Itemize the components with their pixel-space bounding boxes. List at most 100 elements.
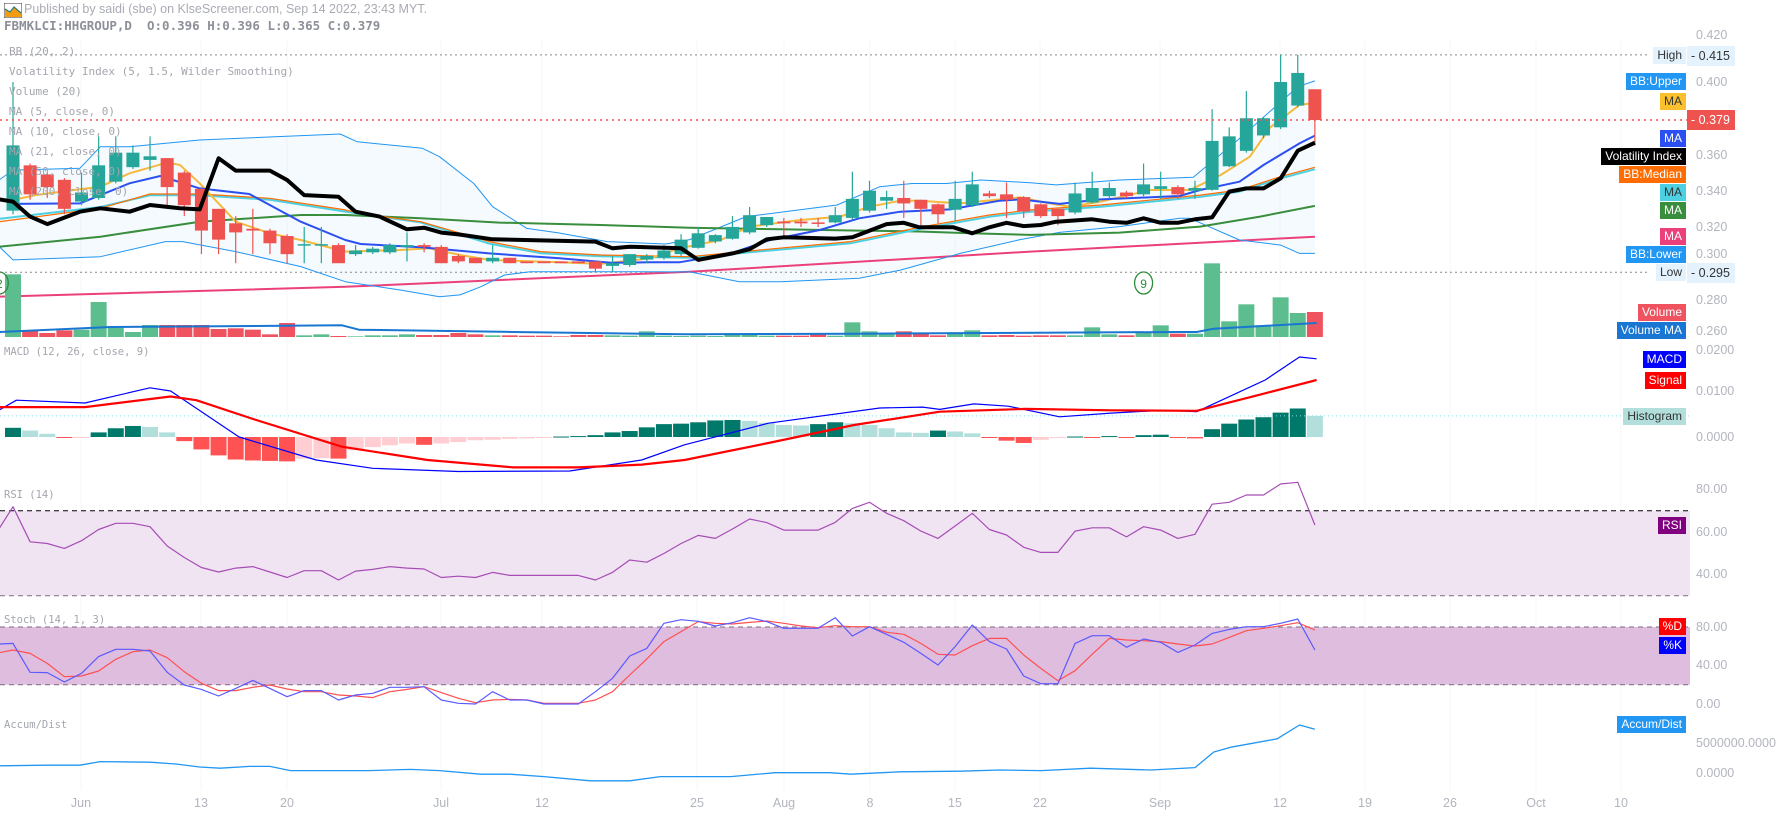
candle-body [743,215,757,233]
macd-histogram-bar [655,424,672,437]
macd-histogram-bar [878,428,895,437]
volume-bar [22,330,39,337]
x-axis-tick: 19 [1358,796,1372,810]
high-value-text: 0.415 [1698,49,1730,63]
candle-body [1171,187,1185,195]
candle-body [657,250,671,258]
volume-bar [107,327,124,337]
stoch-d-line [0,620,1316,704]
candle-body [948,198,962,210]
legend-ma21[interactable]: MA (21, close, 0) [9,145,122,158]
symbol-name: FBMKLCI:HHGROUP,D [4,18,132,33]
legend-bb[interactable]: BB (20, 2) [9,45,76,58]
volume-bar [330,336,347,337]
accum-dist-line [0,724,1316,782]
macd-histogram-bar [1204,429,1221,437]
candle-body [931,204,945,215]
signal-marker-number: 2 [0,277,3,291]
candle-body [1256,118,1270,136]
series-label-ma: MA [1660,202,1686,219]
volume-bar [844,322,861,337]
bb-median-line [0,166,1316,258]
candle-body [1291,72,1305,106]
legend-ma10[interactable]: MA (10, close, 0) [9,125,122,138]
close-value: C:0.379 [327,18,381,33]
volume-bar [1238,304,1255,337]
candle-body [1188,188,1202,191]
series-label-volume: Volume [1637,304,1686,321]
macd-histogram-bar [947,431,964,437]
volume-bar [775,335,792,337]
price-tick: 0.340 [1696,184,1728,198]
candle-body [845,198,859,218]
legend-ma5[interactable]: MA (5, close, 0) [9,105,115,118]
candle-body [434,246,448,264]
macd-histogram-bar [1169,437,1186,438]
candle-body [554,261,568,264]
volume-bar [227,328,244,337]
candle-body [571,261,585,264]
macd-histogram-bar [1255,417,1272,437]
legend-ma200[interactable]: MA (200, close, 0) [9,185,129,198]
candle-body [725,226,739,239]
macd-histogram-bar [1067,436,1084,438]
macd-histogram-bar [1306,415,1323,437]
macd-histogram-bar [861,425,878,437]
macd-histogram-bar [964,433,981,437]
signal-marker-number: 9 [1140,277,1147,291]
candle-body [263,230,277,244]
candle-body [640,255,654,260]
rsi-pane-title[interactable]: RSI (14) [4,489,55,501]
candle-body [623,254,637,266]
volume-bar [707,336,724,337]
macd-histogram-bar [724,419,741,437]
price-tick: 0.420 [1696,28,1728,42]
volume-bar [792,335,809,337]
candle-body [297,244,311,246]
volume-bar [210,329,227,337]
macd-histogram-bar [279,437,296,462]
signal-marker-circle [1133,271,1154,295]
volume-bar [1135,333,1152,337]
volume-bar [553,336,570,337]
macd-histogram-bar [159,432,176,437]
candle-body [1085,188,1099,203]
stoch-k-line [0,617,1316,705]
candle-body [520,261,534,264]
macd-histogram-bar [707,420,724,437]
legend-volume[interactable]: Volume (20) [9,85,82,98]
volume-bar [347,336,364,337]
stoch-pane-title[interactable]: Stoch (14, 1, 3) [4,614,106,626]
last-price-label: - 0.379 [1687,110,1735,130]
candle-body [606,263,620,266]
macd-tick: 0.0000 [1696,430,1735,444]
volume-bar [1255,325,1272,337]
ad-pane-title[interactable]: Accum/Dist [4,719,68,731]
x-axis-tick: 13 [194,796,208,810]
stoch-tick: 0.00 [1696,697,1721,711]
rsi-tick: 80.00 [1696,482,1728,496]
ma21-line [0,168,1316,259]
macd-histogram-bar [296,437,313,459]
macd-histogram-bar [227,437,244,460]
volume-bar [1032,335,1049,337]
macd-histogram-bar [364,437,381,448]
series-label-ma: MA [1660,228,1686,245]
series-label-d: %D [1658,618,1686,635]
candle-body [1034,204,1048,217]
candle-body [469,257,483,264]
volume-bar [296,335,313,337]
candle-body [331,245,345,264]
candle-body [811,222,825,224]
macd-histogram-bar [570,436,587,438]
candle-body [177,172,191,206]
volume-bar [758,335,775,337]
candle-body [126,152,140,168]
macd-histogram-bar [5,427,21,437]
volume-bar [912,333,929,337]
legend-ma50[interactable]: MA (50, close, 0) [9,165,122,178]
legend-volatility-index[interactable]: Volatility Index (5, 1.5, Wilder Smoothi… [9,65,294,78]
macd-histogram-bar [1289,408,1306,437]
macd-pane-title[interactable]: MACD (12, 26, close, 9) [4,346,150,358]
